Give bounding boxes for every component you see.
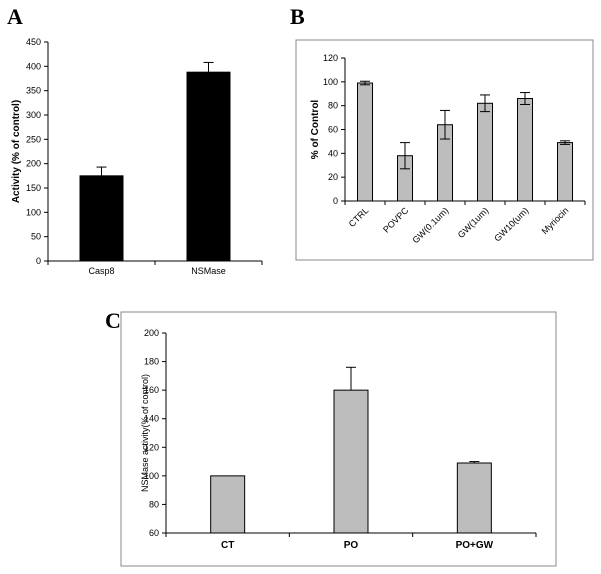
- chart-c-y-tick-label: 180: [144, 357, 159, 367]
- chart-a-y-axis-title: Activity (% of control): [11, 100, 22, 203]
- chart-a-y-tick-label: 450: [26, 37, 41, 47]
- chart-c-y-tick-label: 160: [144, 385, 159, 395]
- chart-c-category-label: CT: [221, 540, 234, 551]
- chart-c-category-label: PO: [344, 540, 359, 551]
- panel-label-a: A: [7, 4, 23, 29]
- chart-c-y-tick-label: 140: [144, 414, 159, 424]
- chart-a-y-tick-label: 350: [26, 86, 41, 96]
- chart-a-bar-nsmase: [186, 71, 231, 262]
- chart-a-y-tick-label: 150: [26, 183, 41, 193]
- chart-b-y-tick-label: 20: [328, 172, 338, 182]
- chart-c: 60 80 100 120 140 160 180 200 NSMase activity(% …: [140, 328, 537, 551]
- chart-c-y-tick-label: 60: [149, 528, 159, 538]
- chart-c-y-tick-label: 200: [144, 328, 159, 338]
- chart-a-y-tick-label: 50: [31, 232, 41, 242]
- chart-a-y-tick-label: 100: [26, 207, 41, 217]
- chart-c-y-tick-label: 80: [149, 499, 159, 509]
- chart-a-y-tick-label: 0: [36, 256, 41, 266]
- chart-a-y-tick-label: 200: [26, 159, 41, 169]
- chart-b-bar-myriocin: [557, 142, 573, 202]
- panel-label-c: C: [105, 308, 121, 333]
- chart-b-y-tick-label: 60: [328, 125, 338, 135]
- chart-b-y-tick-label: 80: [328, 101, 338, 111]
- chart-b-bar-gw-1um-: [477, 102, 493, 202]
- chart-c-y-tick-label: 100: [144, 471, 159, 481]
- chart-b-y-tick-label: 100: [323, 77, 338, 87]
- chart-a-category-label: Casp8: [88, 266, 114, 276]
- chart-b-bar-gw10-um-: [517, 98, 533, 202]
- chart-a: 0 50 100 150 200 250 300 350 400 450 Activity (% o…: [11, 37, 263, 276]
- chart-c-y-axis-title: NSMase activity(% of control): [140, 374, 150, 492]
- chart-c-bar-po: [333, 389, 369, 534]
- chart-b-y-tick-label: 40: [328, 148, 338, 158]
- chart-c-category-label: PO+GW: [456, 540, 494, 551]
- chart-a-bar-casp8: [79, 175, 124, 262]
- chart-b-bar-ctrl: [357, 82, 373, 202]
- panel-label-b: B: [290, 4, 305, 29]
- chart-c-y-tick-label: 120: [144, 442, 159, 452]
- chart-c-bar-ct: [210, 475, 246, 534]
- chart-a-category-label: NSMase: [191, 266, 226, 276]
- chart-a-y-tick-label: 250: [26, 134, 41, 144]
- chart-b-y-axis-title: % of Control: [310, 100, 321, 160]
- chart-b-y-tick-label: 0: [333, 196, 338, 206]
- chart-b-y-tick-label: 120: [323, 53, 338, 63]
- chart-a-y-tick-label: 400: [26, 61, 41, 71]
- chart-c-bar-po-gw: [456, 462, 492, 534]
- chart-a-y-tick-label: 300: [26, 110, 41, 120]
